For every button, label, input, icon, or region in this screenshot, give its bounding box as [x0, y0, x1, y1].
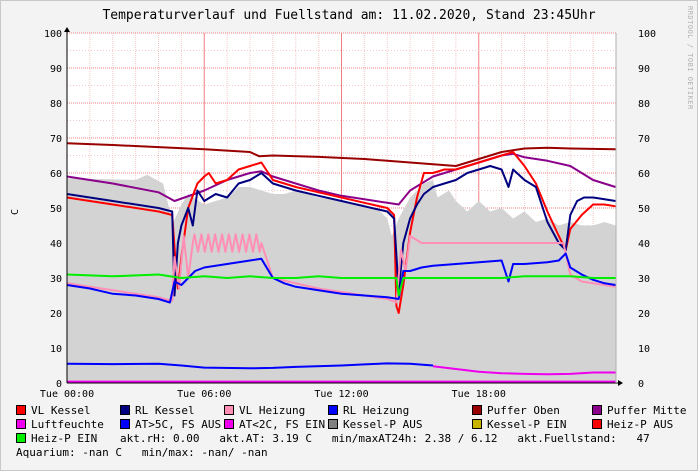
chart-title: Temperaturverlauf und Fuellstand am: 11.…: [102, 8, 596, 23]
axes: 0 0 10 10 20 20 30 30 40 40 50 50 60 60 70 70 80 80 90 90 10…: [40, 27, 656, 400]
y-tick-label-right: 20: [638, 309, 650, 320]
y-tick-label-right: 0: [638, 379, 644, 390]
legend-label: RL Heizung: [343, 404, 410, 417]
legend-swatch: [16, 419, 26, 429]
legend-label: AT<2C, FS EIN: [239, 418, 326, 431]
legend-item: AT>5C, FS AUS: [120, 418, 221, 432]
y-tick-label-left: 60: [50, 169, 62, 180]
legend-item: VL Kessel: [16, 404, 91, 418]
current-values-info: akt.rH: 0.00 akt.AT: 3.19 C min/maxAT24h…: [120, 432, 650, 445]
legend-item: VL Heizung: [224, 404, 305, 418]
legend-label: Kessel-P EIN: [487, 418, 567, 431]
legend-label: AT>5C, FS AUS: [135, 418, 222, 431]
y-tick-label-right: 90: [638, 64, 650, 75]
legend-label: Kessel-P AUS: [343, 418, 423, 431]
y-axis-label: C: [10, 209, 21, 215]
y-tick-label-left: 50: [50, 204, 62, 215]
series-puffer-oben: [66, 142, 616, 167]
series-rl-kessel: [66, 165, 616, 297]
legend-swatch: [16, 405, 26, 415]
legend-label: Heiz-P EIN: [31, 432, 98, 445]
x-tick-label: Tue 06:00: [177, 389, 231, 400]
y-tick-label-right: 80: [638, 99, 650, 110]
series-at-2c-fs-ein: [432, 365, 616, 376]
legend-swatch: [592, 405, 602, 415]
legend-swatch: [224, 405, 234, 415]
legend-swatch: [592, 419, 602, 429]
y-tick-label-left: 10: [50, 344, 62, 355]
legend-label: Puffer Oben: [487, 404, 560, 417]
legend-swatch: [120, 419, 130, 429]
legend-item: RL Heizung: [328, 404, 409, 418]
legend-swatch: [16, 433, 26, 443]
legend-item: Puffer Mitte: [592, 404, 686, 418]
y-tick-label-left: 80: [50, 99, 62, 110]
legend-swatch: [328, 405, 338, 415]
x-tick-label: Tue 00:00: [40, 389, 94, 400]
y-tick-label-right: 40: [638, 239, 650, 250]
legend-row-3: Heiz-P EIN akt.rH: 0.00 akt.AT: 3.19 C m…: [16, 432, 696, 446]
y-tick-label-right: 30: [638, 274, 650, 285]
y-tick-label-right: 100: [638, 29, 656, 40]
legend: VL Kessel RL Kessel VL Heizung RL Heizung Pu…: [16, 404, 696, 460]
legend-item: Kessel-P AUS: [328, 418, 422, 432]
y-tick-label-right: 10: [638, 344, 650, 355]
legend-item: Puffer Oben: [472, 404, 560, 418]
legend-swatch: [472, 419, 482, 429]
legend-item: RL Kessel: [120, 404, 195, 418]
y-tick-label-right: 70: [638, 134, 650, 145]
x-tick-label: Tue 18:00: [452, 389, 506, 400]
y-tick-label-right: 60: [638, 169, 650, 180]
rrdtool-watermark: RRDTOOL / TOBI OETIKER: [686, 6, 694, 110]
legend-item: AT<2C, FS EIN: [224, 418, 325, 432]
y-tick-label-left: 0: [56, 379, 62, 390]
legend-row-4: Aquarium: -nan C min/max: -nan/ -nan: [16, 446, 696, 460]
legend-row-1: VL Kessel RL Kessel VL Heizung RL Heizung Pu…: [16, 404, 696, 418]
y-tick-label-left: 90: [50, 64, 62, 75]
temperature-chart: 0 0 10 10 20 20 30 30 40 40 50 50 60 60 70 70 80 80 90 90 10…: [10, 27, 656, 400]
y-tick-label-left: 30: [50, 274, 62, 285]
legend-label: Luftfeuchte: [31, 418, 104, 431]
legend-label: Puffer Mitte: [607, 404, 687, 417]
legend-swatch: [224, 419, 234, 429]
legend-label: VL Heizung: [239, 404, 306, 417]
legend-label: RL Kessel: [135, 404, 195, 417]
legend-item: Luftfeuchte: [16, 418, 104, 432]
x-tick-label: Tue 12:00: [314, 389, 368, 400]
y-tick-label-left: 70: [50, 134, 62, 145]
legend-swatch: [120, 405, 130, 415]
y-axis-arrow: [64, 27, 70, 32]
y-tick-label-left: 40: [50, 239, 62, 250]
aquarium-info: Aquarium: -nan C min/max: -nan/ -nan: [16, 446, 268, 459]
legend-row-2: Luftfeuchte AT>5C, FS AUS AT<2C, FS EIN Kes…: [16, 418, 696, 432]
legend-swatch: [328, 419, 338, 429]
legend-item: Heiz-P AUS: [592, 418, 673, 432]
legend-swatch: [472, 405, 482, 415]
legend-label: VL Kessel: [31, 404, 91, 417]
x-axis-arrow: [618, 380, 623, 386]
y-tick-label-right: 50: [638, 204, 650, 215]
series-rl-heizung: [66, 252, 616, 304]
series-puffer-mitte: [66, 152, 616, 206]
line-series: [66, 142, 616, 383]
legend-item-heiz-p-ein: Heiz-P EIN: [16, 432, 97, 446]
series-vl-kessel: [66, 151, 616, 314]
series-at-5c-fs-aus: [66, 362, 434, 370]
legend-item: Kessel-P EIN: [472, 418, 566, 432]
series-vl-heizung: [66, 233, 616, 304]
legend-label: Heiz-P AUS: [607, 418, 674, 431]
series-heiz-p-ein: [66, 273, 616, 297]
y-tick-label-left: 20: [50, 309, 62, 320]
y-tick-label-left: 100: [44, 29, 62, 40]
